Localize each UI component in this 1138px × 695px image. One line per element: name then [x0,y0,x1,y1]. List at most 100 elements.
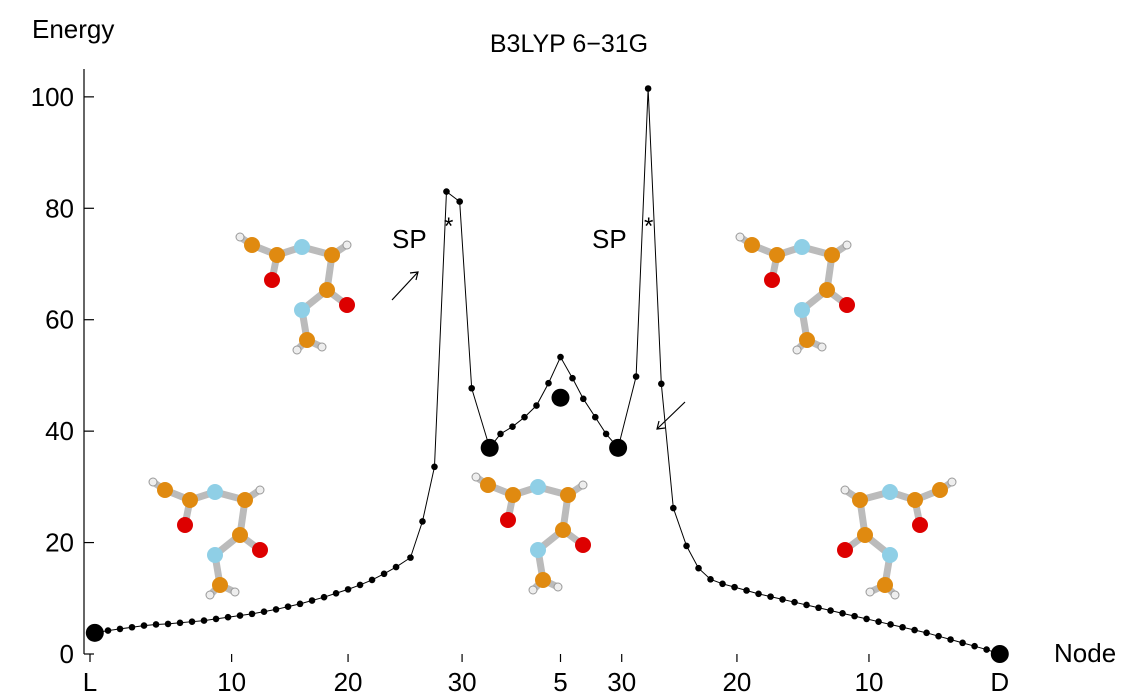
annotation-mark: * [444,213,453,240]
x-tick-label: 10 [217,667,246,695]
data-point [839,610,846,617]
data-point [117,626,124,633]
y-tick-label: 100 [31,82,74,112]
annotation: SP [392,224,427,254]
data-point [863,616,870,623]
data-point [105,627,112,634]
y-tick-label: 40 [45,416,74,446]
data-point [333,590,340,597]
data-point [165,621,172,628]
data-point [309,597,316,604]
data-point [468,385,475,392]
data-point [225,614,232,621]
data-point [321,594,328,601]
data-point [851,613,858,620]
data-point [533,402,540,409]
data-point [803,602,810,609]
data-point [959,640,966,647]
x-tick-label: 20 [334,667,363,695]
data-point [815,604,822,611]
data-point [431,464,438,471]
data-point [755,591,762,598]
y-tick-label: 20 [45,528,74,558]
data-point [743,587,750,594]
data-point [509,423,516,430]
x-tick-label: 10 [855,667,884,695]
data-point [791,599,798,606]
data-point [569,375,576,382]
x-tick-label: D [990,667,1009,695]
chart: Energy Node B3LYP 6−31G 0 20 40 60 80 100 L 10 2… [0,0,1138,695]
data-point [443,188,450,195]
x-tick-label: 20 [722,667,751,695]
y-tick-label: 0 [60,639,74,669]
data-line [95,89,1000,655]
data-point [935,633,942,640]
data-point [911,627,918,634]
data-point [345,586,352,593]
data-point [261,608,268,615]
data-point [129,624,136,631]
data-point [407,554,414,561]
annotation-mark: * [644,213,653,240]
data-point [767,593,774,600]
data-point [237,612,244,619]
data-point [285,603,292,610]
data-point [273,606,280,613]
data-point [177,620,184,627]
y-axis-label: Energy [32,14,114,44]
data-point [153,621,160,628]
data-point [971,643,978,650]
data-point [947,636,954,643]
x-tick-label: 30 [607,667,636,695]
data-point [658,380,665,387]
data-point [297,601,304,608]
data-point [419,518,426,525]
data-point [983,646,990,653]
data-point [201,617,208,624]
x-axis-label: Node [1054,638,1116,668]
data-point [899,624,906,631]
highlight-point [481,439,499,457]
x-tick-label: L [83,667,97,695]
data-point [249,611,256,618]
data-point [456,198,463,205]
y-tick-label: 80 [45,193,74,223]
data-point [923,630,930,637]
data-point [670,505,677,512]
data-point [875,618,882,625]
highlight-point [551,389,569,407]
annotation: SP [592,224,627,254]
data-point [592,414,599,421]
highlight-point [991,645,1009,663]
data-point [580,396,587,403]
x-tick-label: 30 [448,667,477,695]
molecule-images [149,233,956,599]
data-point [887,621,894,628]
data-point [719,581,726,588]
data-point [393,564,400,571]
chart-title: B3LYP 6−31G [490,30,648,58]
data-point [141,622,148,629]
data-point [827,607,834,614]
y-tick-label: 60 [45,305,74,335]
data-point [369,577,376,584]
data-point [357,582,364,589]
highlight-point [609,439,627,457]
data-point [683,543,690,550]
data-point [497,431,504,438]
x-tick-label: 5 [553,667,567,695]
data-point [707,576,714,583]
data-point [545,380,552,387]
data-point [731,584,738,591]
data-point [695,565,702,572]
data-point [521,414,528,421]
data-point [381,570,388,577]
data-point [779,596,786,603]
data-point [633,373,640,380]
data-point [645,85,652,92]
data-point [189,618,196,625]
data-point [603,431,610,438]
highlight-point [86,624,104,642]
data-point [557,354,564,361]
